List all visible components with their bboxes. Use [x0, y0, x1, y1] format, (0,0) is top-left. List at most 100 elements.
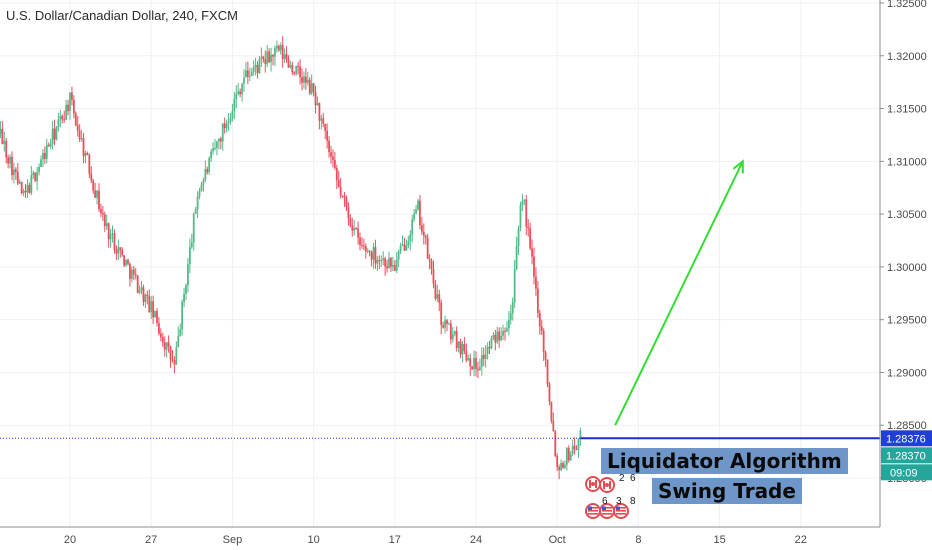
candle-body	[509, 313, 512, 320]
candles	[0, 36, 582, 480]
candle-body	[351, 225, 354, 231]
candle	[254, 57, 257, 76]
candle	[264, 50, 267, 73]
candle	[47, 142, 50, 147]
x-tick-label: 15	[713, 534, 725, 546]
candle	[16, 163, 19, 185]
candle-body	[138, 290, 141, 293]
candle-body	[82, 138, 85, 156]
candle-body	[34, 172, 37, 181]
candle-body	[357, 228, 359, 238]
candle	[270, 47, 272, 72]
candle-body	[405, 245, 408, 251]
candle	[266, 45, 269, 68]
candle	[504, 327, 506, 341]
candle-body	[355, 228, 358, 230]
candle-body	[148, 296, 151, 312]
candle-body	[11, 156, 13, 176]
candle-body	[426, 237, 429, 259]
candle	[42, 148, 44, 168]
candle	[318, 102, 321, 130]
candle	[430, 258, 433, 275]
candle-body	[49, 143, 52, 147]
candle	[24, 183, 27, 198]
candle-body	[78, 130, 81, 140]
candle	[440, 299, 443, 335]
candle	[343, 191, 346, 207]
candle	[339, 177, 342, 199]
candle	[142, 284, 145, 306]
candle	[71, 86, 73, 106]
candle-body	[438, 294, 441, 303]
candle-body	[326, 130, 329, 141]
candle	[438, 289, 441, 312]
candle	[241, 82, 243, 102]
candle-body	[272, 54, 274, 57]
candle	[364, 243, 367, 259]
candle-body	[9, 156, 11, 164]
candle	[403, 237, 406, 251]
candle	[13, 162, 15, 184]
candle-body	[478, 367, 481, 371]
candle	[446, 319, 448, 332]
event-flags[interactable]: 2 6 6 3 8	[583, 473, 636, 521]
candle	[542, 328, 545, 361]
candle	[152, 295, 155, 324]
candle-body	[38, 166, 40, 173]
candle	[312, 83, 315, 97]
candle-body	[430, 260, 433, 270]
candle-body	[163, 342, 166, 350]
candle-body	[552, 420, 555, 432]
candle-body	[507, 319, 510, 329]
candle	[564, 460, 566, 470]
candle-body	[343, 195, 346, 198]
candle-body	[239, 91, 242, 95]
last-price-label: 1.28370	[886, 450, 926, 462]
candle-body	[471, 366, 474, 370]
candle-body	[432, 269, 435, 284]
projection-arrowhead	[732, 159, 744, 174]
candle-body	[74, 113, 77, 126]
candle-body	[130, 269, 133, 279]
candle-body	[88, 154, 91, 174]
candle	[109, 228, 112, 248]
candle-body	[480, 355, 483, 368]
candle	[492, 332, 495, 341]
candle	[231, 103, 234, 122]
candle	[548, 381, 551, 406]
candle-body	[407, 241, 410, 246]
candle	[393, 260, 396, 272]
candle-body	[13, 169, 15, 176]
candle-body	[378, 260, 381, 262]
candle-body	[567, 448, 570, 461]
candle	[200, 181, 203, 192]
projection-arrow	[614, 160, 744, 426]
candle	[413, 208, 416, 222]
candle	[115, 245, 118, 261]
candle	[123, 255, 126, 268]
y-tick-label: 1.30500	[887, 209, 927, 221]
candle-body	[525, 199, 528, 227]
candle	[148, 289, 151, 313]
us-flag-icon	[613, 503, 629, 519]
candle	[161, 332, 164, 347]
candle-body	[30, 175, 33, 193]
candle-body	[51, 128, 54, 144]
candle	[453, 330, 456, 337]
candle-body	[347, 206, 350, 219]
candle	[517, 225, 520, 256]
candle-body	[308, 79, 311, 94]
candle-body	[285, 54, 288, 60]
candle	[409, 230, 412, 251]
flag-count: 3	[616, 496, 622, 507]
candle-body	[397, 251, 400, 260]
candle	[9, 154, 11, 169]
candle-body	[504, 331, 506, 333]
candle	[20, 181, 23, 195]
candle	[374, 239, 377, 269]
candle	[268, 48, 271, 64]
candle	[455, 326, 458, 352]
candle	[117, 239, 120, 261]
